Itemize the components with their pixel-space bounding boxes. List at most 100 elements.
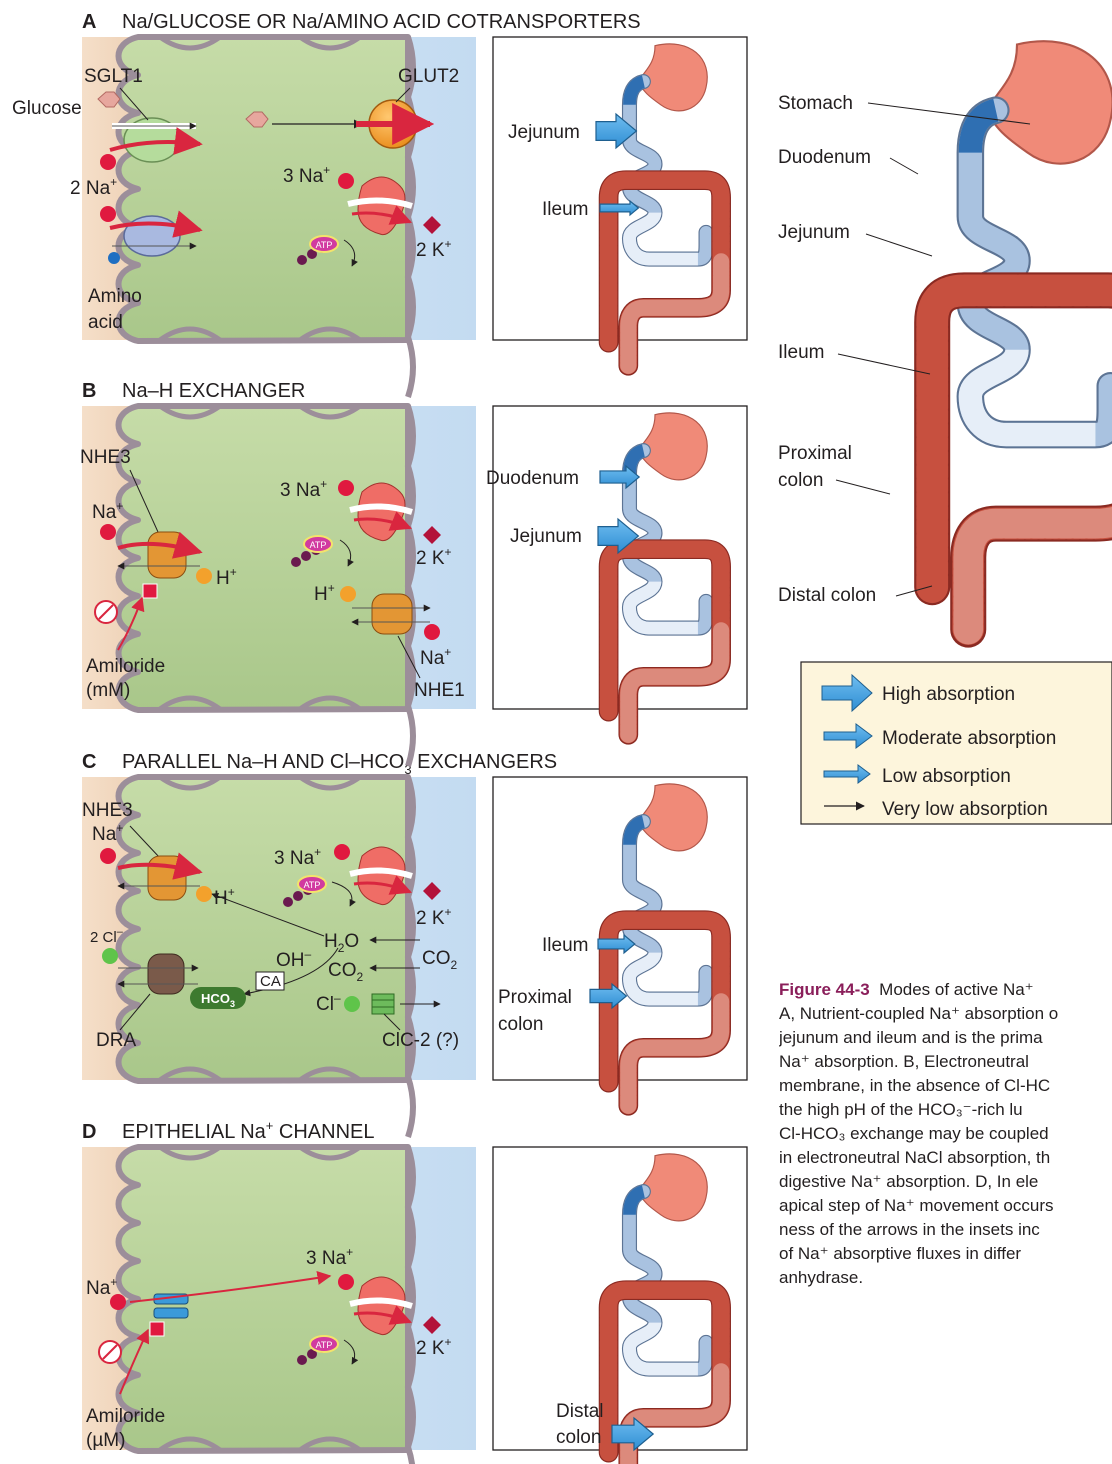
distal-colon <box>953 506 1112 645</box>
tight-junction <box>158 1066 362 1083</box>
caption-figure-label: Figure 44-3 <box>779 980 870 999</box>
duodenum-segment <box>958 98 1000 154</box>
h-ion <box>340 586 356 602</box>
panel-d-diagram: Na+ Amiloride (µM) 3 Na+ 2 K+ ATP <box>86 1245 452 1451</box>
arrow-high-icon <box>611 1416 655 1452</box>
distal-colon <box>620 622 730 743</box>
gut-label-jejunum: Jejunum <box>778 222 850 243</box>
distal-colon <box>620 253 730 374</box>
caption-line: ness of the arrows in the insets inc <box>779 1220 1040 1239</box>
duodenum-segment <box>623 75 646 106</box>
gut-label-stomach: Stomach <box>778 93 853 114</box>
ca-enzyme <box>255 971 285 991</box>
gut-labels: Stomach Duodenum Jejunum Ileum Proximal … <box>778 93 1031 606</box>
inset-a <box>492 36 748 376</box>
na-label: 2 Na+ <box>70 175 117 199</box>
caption-line-0: Figure 44-3 Modes of active Na⁺ <box>779 980 1034 999</box>
na-ion <box>334 844 350 860</box>
atp-burst: ATP <box>283 875 327 907</box>
arrow-low-icon <box>599 199 640 217</box>
duodenum-segment <box>623 1185 646 1216</box>
inset-label: Distal <box>556 1401 604 1422</box>
large-gut-diagram <box>914 40 1112 648</box>
legend-low: Low absorption <box>882 766 1011 787</box>
oh-label: OH– <box>276 947 312 971</box>
caption-line: jejunum and ileum and is the prima <box>779 1028 1043 1047</box>
arrow-low-icon <box>597 933 636 955</box>
k-ion <box>423 526 441 544</box>
na-ion <box>338 1274 354 1290</box>
na-label: Na+ <box>92 821 123 845</box>
svg-text:ATP: ATP <box>316 240 333 250</box>
amiloride-inhibitor <box>94 596 145 651</box>
amino-label: Amino <box>88 286 142 307</box>
arrow-low-icon <box>823 764 871 784</box>
legend-very-low: Very low absorption <box>882 799 1048 820</box>
panel-title: PARALLEL Na–H AND Cl–HCO3 EXCHANGERS <box>122 751 557 777</box>
panel-d-title: D EPITHELIAL Na+ CHANNEL <box>82 1118 375 1143</box>
na3-label: 3 Na+ <box>274 845 321 869</box>
k2-label: 2 K+ <box>416 905 452 929</box>
hco3-label: HCO3 <box>201 991 235 1009</box>
h-label: H+ <box>314 581 335 605</box>
caption-line: the high pH of the HCO₃⁻-rich lu <box>779 1100 1023 1119</box>
panel-b-title: B Na–H EXCHANGER <box>82 380 305 402</box>
k2-label: 2 K+ <box>416 237 452 261</box>
amiloride-conc: (mM) <box>86 680 130 701</box>
caption-line: membrane, in the absence of Cl-HC <box>779 1076 1051 1095</box>
figure-caption: Figure 44-3 Modes of active Na⁺ A, Nutri… <box>779 978 1112 1308</box>
tight-junction <box>158 774 362 791</box>
tight-junction <box>158 403 362 420</box>
caption-line: apical step of Na⁺ movement occurs <box>779 1196 1054 1215</box>
na3-label: 3 Na+ <box>280 477 327 501</box>
svg-text:ATP: ATP <box>316 1340 333 1350</box>
ileum-segment <box>623 1321 698 1376</box>
gut-illustration <box>598 412 731 745</box>
caption-line: Cl-HCO₃ exchange may be coupled <box>779 1124 1049 1143</box>
gut-illustration <box>598 43 731 376</box>
duodenum-segment <box>623 815 646 846</box>
atp-burst: ATP <box>297 1335 339 1365</box>
k2-label: 2 K+ <box>416 545 452 569</box>
inset-label: Duodenum <box>486 468 579 489</box>
na-ion <box>110 1294 126 1310</box>
distal-colon <box>620 993 730 1114</box>
na-label: Na+ <box>86 1275 117 1299</box>
na3-label: 3 Na+ <box>306 1245 353 1269</box>
epithelial-cell <box>115 1144 411 1454</box>
cell-panel-b <box>82 403 476 767</box>
h-ion <box>196 886 212 902</box>
co2-blood-label: CO2 <box>422 948 458 972</box>
inset-label: Jejunum <box>508 122 580 143</box>
k-ion <box>423 882 441 900</box>
na-flux-arrow <box>109 127 203 155</box>
tight-junction <box>158 326 362 343</box>
inset-d <box>492 1146 748 1464</box>
na-ion <box>338 173 354 189</box>
gut-illustration <box>914 40 1112 648</box>
ca-label: CA <box>260 973 281 990</box>
basolateral-membrane <box>404 405 416 767</box>
inset-label: Proximal <box>498 987 572 1008</box>
inset-label: Jejunum <box>510 526 582 547</box>
k-ion <box>423 216 441 234</box>
h2o-label: H2O <box>324 931 359 955</box>
panel-letter: C <box>82 751 96 773</box>
gut-label-colon: colon <box>778 470 823 491</box>
glucose-hexagon <box>245 111 269 128</box>
panel-a-title: A Na/GLUCOSE OR Na/AMINO ACID COTRANSPOR… <box>82 11 641 33</box>
amiloride-label: Amiloride <box>86 656 165 677</box>
glucose-hexagon <box>97 91 121 108</box>
k2-label: 2 K+ <box>416 1335 452 1359</box>
inset-c-labels: Ileum Proximal colon <box>498 935 588 1035</box>
na-ion <box>100 154 116 170</box>
cell-panel-d <box>82 1144 476 1464</box>
inhibit-sign <box>142 583 158 599</box>
inset-d-labels: Distal colon <box>556 1401 604 1448</box>
h-label: H+ <box>216 565 237 589</box>
panel-c-title: C PARALLEL Na–H AND Cl–HCO3 EXCHANGERS <box>82 751 557 777</box>
na-ion <box>100 206 116 222</box>
panel-letter: B <box>82 380 96 402</box>
na-ion <box>338 480 354 496</box>
gut-label-duodenum: Duodenum <box>778 147 871 168</box>
